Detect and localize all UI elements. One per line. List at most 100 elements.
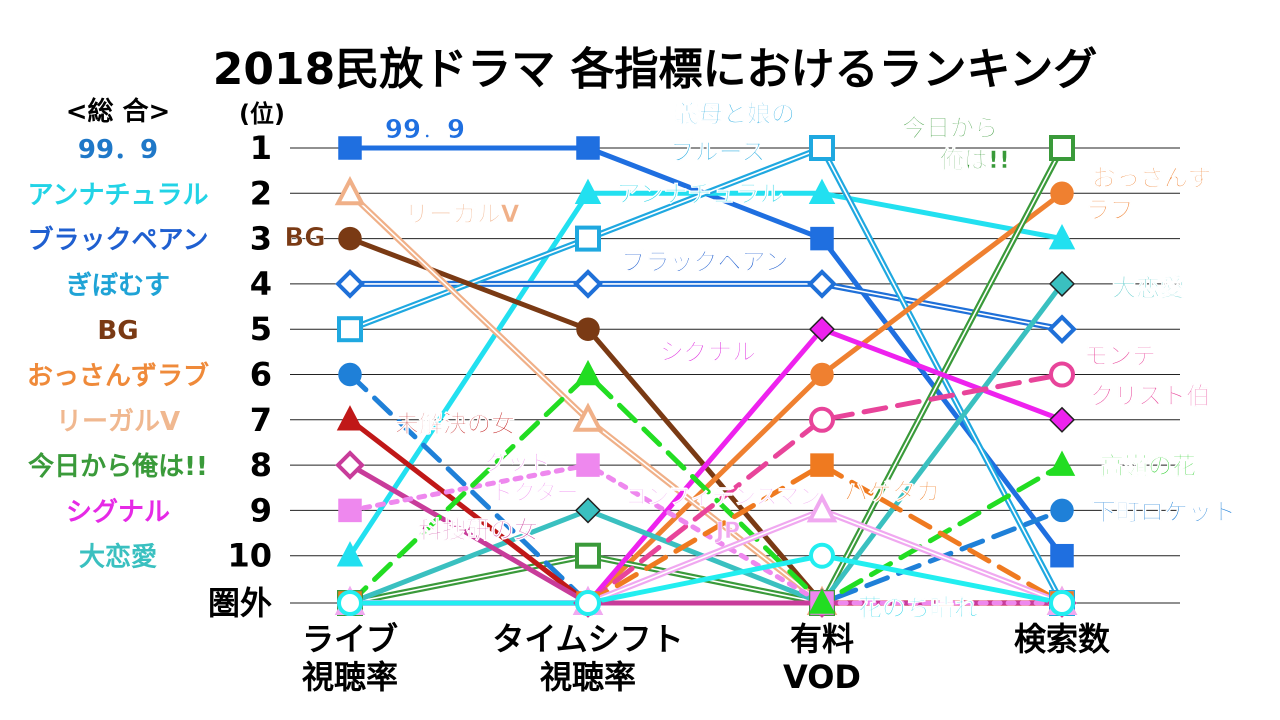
rank-header: (位) <box>239 100 285 128</box>
annotation-label: ドクター <box>491 481 578 506</box>
annotation-label: アンナチュラル <box>616 180 783 208</box>
annotation-label: コンフィデンスマン <box>625 484 821 510</box>
point-marker <box>576 453 600 477</box>
point-marker <box>335 269 365 299</box>
point-marker <box>575 225 601 252</box>
annotation-label: リーガルV <box>405 200 520 228</box>
y-tick-label: 8 <box>250 446 272 484</box>
y-tick-label: 6 <box>250 356 272 394</box>
point-marker <box>1048 223 1076 250</box>
overall-rank-label: 大恋愛 <box>79 542 157 573</box>
x-category-label: 検索数 <box>1014 620 1111 658</box>
point-marker <box>575 542 601 569</box>
point-marker <box>1049 135 1075 161</box>
annotation-label: 未解決の女 <box>395 410 515 438</box>
point-marker <box>575 590 601 616</box>
overall-rank-label: BG <box>97 316 138 346</box>
y-tick-label: 7 <box>250 401 272 439</box>
point-marker <box>1049 590 1075 616</box>
x-category-label: タイムシフト <box>492 620 683 658</box>
chart-title: 2018民放ドラマ 各指標におけるランキング <box>213 44 1097 95</box>
point-marker <box>1050 181 1074 206</box>
point-marker <box>336 541 364 567</box>
annotation-label: シグナル <box>660 338 756 366</box>
point-marker <box>809 406 835 433</box>
annotation-label: ハゲタカ <box>844 478 940 506</box>
x-category-label: 有料 <box>790 620 854 658</box>
y-tick-label: 2 <box>250 174 272 212</box>
x-category-label: 視聴率 <box>302 658 398 696</box>
point-marker <box>337 316 363 343</box>
overall-rank-label: シグナル <box>66 497 170 527</box>
y-tick-label: 3 <box>250 220 272 258</box>
point-marker <box>574 497 602 524</box>
overall-rank-label: ぎぼむす <box>66 271 170 301</box>
point-marker <box>1048 450 1076 476</box>
y-tick-label: 1 <box>250 129 272 167</box>
point-marker <box>338 136 362 160</box>
point-marker <box>1047 314 1077 345</box>
annotation-label: 今日から <box>902 114 998 142</box>
annotation-label: 高嶺の花 <box>1100 452 1196 480</box>
annotation-label: 大恋愛 <box>1112 274 1184 302</box>
point-marker <box>337 590 363 616</box>
point-marker <box>809 135 835 161</box>
series-line <box>347 553 1065 606</box>
series-markers <box>334 135 1078 618</box>
point-marker <box>1050 543 1074 568</box>
y-tick-label: 10 <box>227 537 272 575</box>
overall-rank-label: ブラックペアン <box>28 225 209 256</box>
x-category-label: 視聴率 <box>540 658 636 696</box>
point-marker <box>808 178 836 205</box>
annotation-label: モンテ <box>1084 342 1156 370</box>
y-tick-label: 圏外 <box>208 584 272 622</box>
overall-rank-label: おっさんずラブ <box>27 361 209 392</box>
point-marker <box>1050 498 1074 523</box>
point-marker <box>808 588 836 614</box>
point-marker <box>1049 361 1075 388</box>
annotation-label: BG <box>284 223 325 253</box>
point-marker <box>335 450 365 480</box>
y-tick-label: 5 <box>250 310 272 348</box>
point-marker <box>809 542 835 569</box>
point-marker <box>1048 406 1076 433</box>
point-marker <box>573 269 603 299</box>
point-marker <box>338 226 362 251</box>
chart-text: 2018民放ドラマ 各指標におけるランキング 1 2 3 4 5 6 7 8 9 10 圏外 (位) <… <box>27 44 1236 696</box>
overall-rank-label: アンナチュラル <box>28 180 209 210</box>
point-marker <box>576 317 600 341</box>
annotation-label: 花のち晴れ <box>858 594 978 622</box>
annotation-label: クリスト伯 <box>1090 382 1210 410</box>
point-marker <box>338 362 362 387</box>
annotation-label: 科捜研の女 <box>418 516 538 544</box>
annotation-label: 俺は!! <box>939 146 1010 174</box>
annotation-label: おっさんず <box>1092 164 1212 192</box>
point-marker <box>810 226 834 251</box>
overall-rank-label: 今日から俺は!! <box>28 451 208 482</box>
point-marker <box>810 362 834 387</box>
overall-rank-label: 99．9 <box>78 135 158 165</box>
point-marker <box>336 405 364 431</box>
annotation-label: ラブ <box>1086 196 1134 224</box>
point-marker <box>806 493 838 523</box>
annotation-label: ブラックペアン <box>621 248 788 276</box>
point-marker <box>574 178 602 205</box>
point-marker <box>576 136 600 160</box>
y-tick-label: 4 <box>250 265 272 303</box>
point-marker <box>808 316 836 343</box>
x-category-label: ライブ <box>302 620 398 658</box>
annotation-label: ブルース <box>671 138 766 166</box>
annotation-label: JP <box>714 519 740 544</box>
annotation-label: 99．9 <box>385 115 465 145</box>
point-marker <box>572 402 604 432</box>
series-lines <box>347 145 1065 606</box>
annotation-label: グッド <box>485 450 551 476</box>
overall-rank-label: リーガルV <box>56 407 180 437</box>
point-marker <box>574 359 602 386</box>
overall-header: <総 合> <box>66 96 171 127</box>
y-tick-label: 9 <box>250 491 272 529</box>
annotation-label: 下町ロケット <box>1092 498 1236 526</box>
point-marker <box>338 498 362 523</box>
point-marker <box>1048 270 1076 297</box>
annotation-label: 義母と娘の <box>675 100 795 128</box>
